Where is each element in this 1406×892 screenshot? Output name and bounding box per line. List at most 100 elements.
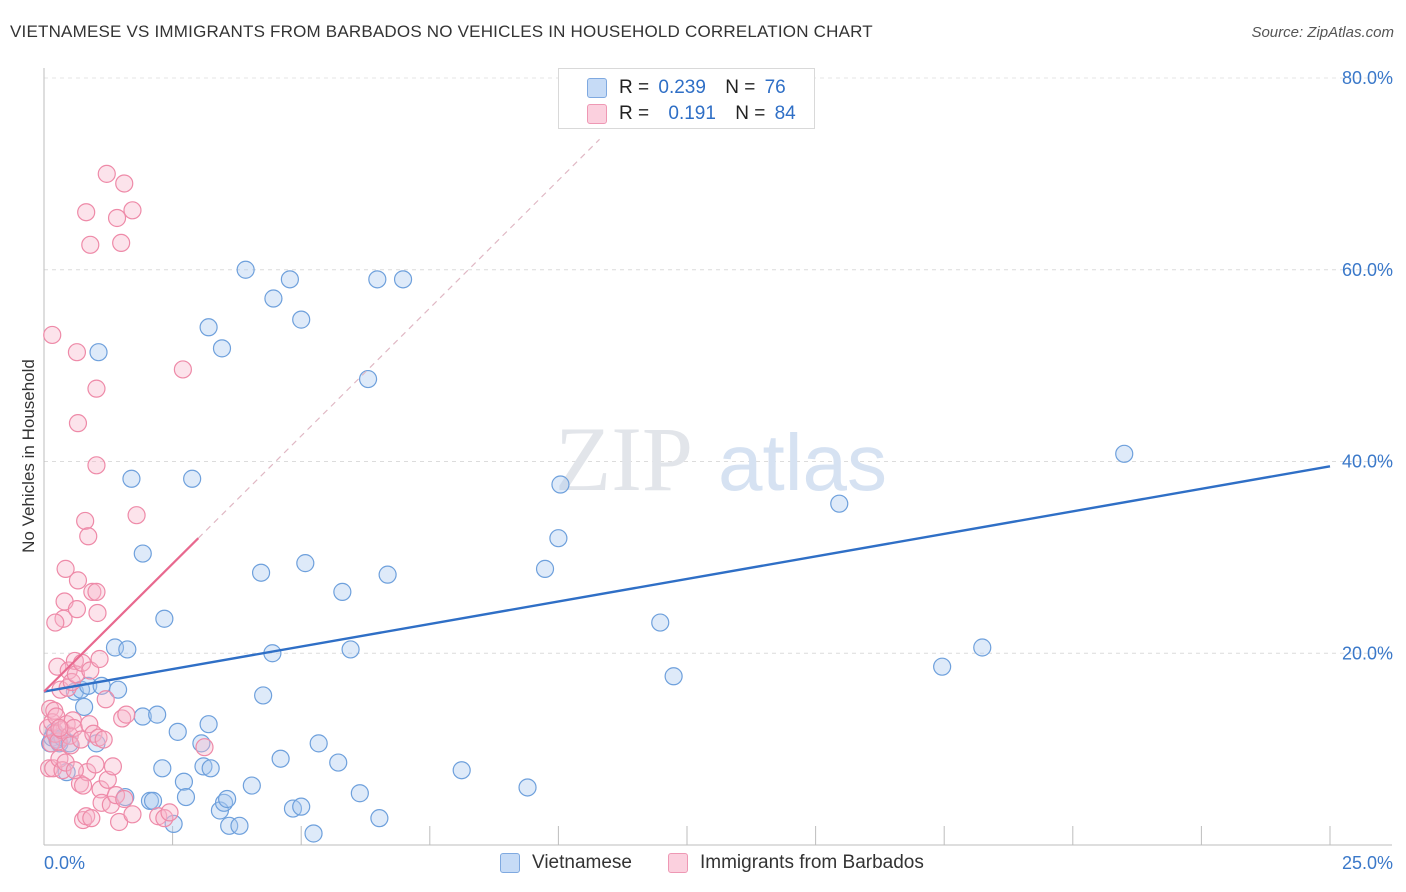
legend-item-barbados[interactable]: Immigrants from Barbados [668, 852, 924, 874]
point-barbados [96, 690, 115, 709]
r-value: 0.239 [658, 77, 706, 98]
r-value: 0.191 [668, 103, 716, 124]
point-vietnamese [309, 734, 328, 753]
point-vietnamese [358, 369, 378, 389]
point-barbados [94, 730, 113, 749]
point-vietnamese [153, 759, 172, 778]
point-barbados [67, 343, 87, 362]
point-vietnamese [280, 270, 299, 289]
n-label: N = [735, 103, 766, 124]
point-barbados [107, 208, 127, 228]
n-value: 76 [764, 77, 786, 98]
legend-swatch-vietnamese [500, 853, 520, 873]
point-vietnamese [535, 559, 555, 578]
point-barbados [127, 506, 146, 525]
tick-labels: 20.0% 40.0% 60.0% 80.0% 0.0% 25.0% [44, 68, 1393, 873]
point-vietnamese [378, 565, 397, 584]
legend-swatch-barbados [587, 104, 607, 124]
x-tick-label-min: 0.0% [44, 853, 85, 873]
trend-line-barbados-extension [197, 138, 600, 539]
point-vietnamese [368, 270, 387, 289]
point-barbados [56, 753, 75, 772]
legend-item-vietnamese[interactable]: Vietnamese [500, 852, 632, 874]
point-vietnamese [254, 686, 273, 705]
y-tick-label: 40.0% [1342, 452, 1393, 472]
point-vietnamese [176, 787, 196, 807]
point-vietnamese [452, 761, 471, 780]
point-barbados [70, 774, 90, 793]
point-barbados [88, 603, 107, 623]
point-barbados [79, 527, 98, 546]
n-label: N = [725, 77, 756, 98]
point-vietnamese [292, 797, 311, 816]
point-vietnamese [370, 809, 389, 828]
point-vietnamese [168, 722, 187, 741]
point-vietnamese [89, 343, 108, 362]
point-vietnamese [973, 638, 992, 657]
point-barbados [42, 734, 61, 753]
point-barbados [61, 736, 80, 755]
legend-label-vietnamese: Vietnamese [532, 852, 632, 873]
correlation-legend: R = 0.239 N = 76 R = 0.191 N = 84 [558, 68, 815, 129]
point-vietnamese [218, 789, 237, 809]
point-vietnamese [350, 784, 369, 803]
point-barbados [77, 203, 96, 222]
legend-swatch-vietnamese [587, 78, 607, 98]
point-barbados [115, 174, 134, 193]
point-barbados [97, 164, 116, 183]
watermark-atlas: atlas [718, 418, 887, 507]
point-barbados [82, 809, 101, 828]
trend-lines [43, 138, 1331, 693]
point-barbados [195, 738, 214, 757]
point-vietnamese [329, 753, 348, 772]
point-vietnamese [164, 814, 183, 834]
y-axis-label: No Vehicles in Household [19, 359, 38, 553]
point-barbados [87, 456, 106, 475]
n-value: 84 [774, 103, 796, 124]
gridlines [44, 77, 1392, 654]
point-vietnamese [551, 475, 570, 494]
point-vietnamese [148, 705, 167, 724]
y-tick-label: 80.0% [1342, 68, 1393, 88]
point-barbados [160, 803, 179, 822]
point-vietnamese [830, 494, 849, 513]
point-barbados [65, 761, 84, 780]
r-label: R = [619, 77, 650, 98]
point-barbados [48, 657, 67, 676]
point-vietnamese [230, 816, 249, 835]
point-vietnamese [242, 776, 261, 795]
point-barbados [68, 414, 88, 433]
point-barbados [112, 233, 131, 253]
point-barbados [115, 789, 134, 809]
point-barbados [73, 776, 93, 795]
point-barbados [67, 600, 87, 619]
point-vietnamese [194, 757, 213, 776]
point-barbados [101, 795, 120, 814]
point-vietnamese [393, 270, 413, 289]
source-label: Source: ZipAtlas.com [1251, 24, 1394, 41]
point-vietnamese [75, 697, 94, 717]
point-vietnamese [212, 339, 232, 358]
point-vietnamese [251, 563, 271, 582]
x-tick-label-max: 25.0% [1342, 853, 1393, 873]
point-barbados [103, 757, 123, 776]
trend-line-vietnamese [43, 465, 1331, 693]
point-vietnamese [199, 318, 218, 337]
point-barbados [90, 649, 109, 669]
point-vietnamese [549, 529, 568, 548]
legend-stats-barbados: R = 0.191 N = 84 [619, 103, 796, 125]
point-barbados [86, 755, 105, 774]
watermark-zip: ZIP [555, 408, 693, 510]
point-vietnamese [292, 310, 311, 329]
point-vietnamese [122, 469, 141, 488]
point-vietnamese [220, 816, 239, 835]
trend-line-barbados [43, 537, 200, 693]
point-barbados [56, 559, 75, 578]
point-barbados [76, 511, 95, 531]
point-vietnamese [304, 824, 323, 843]
point-vietnamese [933, 657, 952, 676]
point-vietnamese [143, 791, 163, 810]
legend-swatch-barbados [668, 853, 688, 873]
y-tick-label: 60.0% [1342, 260, 1393, 280]
